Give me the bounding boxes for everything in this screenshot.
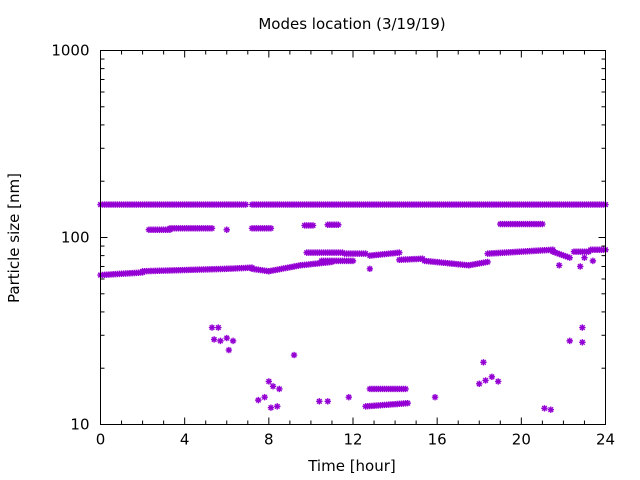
data-point [566, 254, 573, 261]
data-point [431, 393, 439, 401]
data-point [404, 399, 411, 407]
data-point [560, 252, 567, 259]
data-point [579, 339, 586, 346]
data-point [269, 383, 277, 390]
data-point [566, 337, 573, 345]
data-point [276, 385, 283, 393]
data-point [482, 377, 489, 384]
x-tick-label: 20 [512, 431, 531, 449]
data-point [484, 258, 491, 266]
data-point [208, 324, 216, 331]
data-point [339, 249, 346, 256]
data-point [215, 324, 222, 331]
plot-frame [100, 50, 606, 425]
x-tick-label: 16 [428, 431, 447, 449]
data-point [488, 373, 496, 380]
x-tick-label: 4 [180, 431, 190, 449]
y-axis-label: Particle size [nm] [5, 173, 23, 303]
data-point [553, 249, 561, 257]
data-point [229, 337, 237, 345]
data-point [577, 263, 584, 270]
y-tick-label: 100 [61, 229, 90, 247]
data-point [335, 221, 342, 228]
data-point [345, 393, 352, 401]
data-point [556, 262, 563, 269]
data-point [316, 398, 323, 405]
data-point [579, 324, 586, 331]
data-point [547, 406, 554, 413]
data-point [564, 253, 571, 261]
data-point [476, 380, 483, 388]
data-point [480, 359, 487, 366]
data-point [274, 403, 281, 410]
y-tick-label: 10 [70, 416, 89, 434]
x-tick-label: 8 [264, 431, 274, 449]
data-point [255, 396, 262, 404]
x-tick-label: 24 [596, 431, 615, 449]
data-point [210, 336, 218, 343]
data-point [541, 405, 548, 412]
data-point [223, 334, 230, 342]
data-point [362, 250, 369, 257]
data-point [562, 252, 569, 260]
chart-title: Modes location (3/19/19) [258, 15, 445, 33]
tick-labels: 0 4 8 12 16 20 24 10 100 1000 [51, 42, 615, 449]
data-point [589, 257, 597, 265]
data-point [539, 220, 546, 228]
x-tick-label: 0 [96, 431, 106, 449]
data-point [551, 249, 559, 256]
x-axis-label: Time [hour] [307, 457, 396, 475]
data-point [549, 248, 557, 255]
x-tick-label: 12 [343, 431, 362, 449]
data-point [290, 351, 298, 359]
data-point [396, 249, 403, 256]
data-point [261, 393, 268, 401]
data-point [494, 378, 502, 385]
data-point [402, 385, 409, 393]
y-tick-label: 1000 [51, 42, 89, 60]
data-point [242, 201, 249, 208]
data-point [324, 398, 331, 405]
axis-ticks [100, 50, 606, 425]
data-point [366, 265, 374, 273]
data-point [558, 251, 565, 258]
data-point [225, 346, 233, 354]
data-points [97, 201, 609, 413]
data-point [349, 257, 357, 265]
data-point [267, 225, 275, 232]
data-point [556, 250, 563, 258]
data-point [265, 378, 273, 385]
data-point [581, 254, 588, 261]
data-point [267, 404, 275, 411]
data-point [223, 226, 230, 233]
data-point [217, 337, 224, 345]
data-point [208, 225, 216, 232]
data-point [309, 222, 317, 229]
